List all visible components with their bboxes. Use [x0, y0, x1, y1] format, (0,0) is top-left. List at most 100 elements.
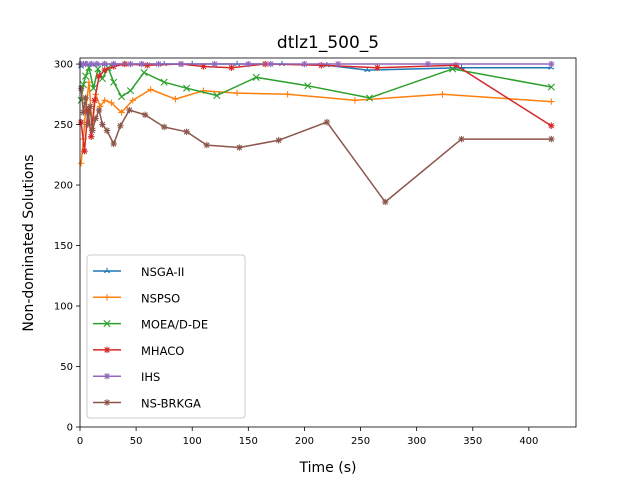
data-point [126, 106, 133, 114]
x-axis-label: Time (s) [299, 460, 357, 476]
data-point [183, 84, 191, 92]
data-point [93, 60, 101, 68]
data-point [77, 60, 85, 68]
data-point [424, 60, 432, 68]
data-point [110, 78, 118, 86]
legend-label: MOEA/D-DE [141, 318, 208, 332]
y-axis-label: Non-dominated Solutions [21, 154, 37, 331]
data-point [101, 97, 108, 104]
data-point [117, 122, 124, 129]
legend: NSGA-II NSPSO MOEA/D-DE MHACO IHS NS-BRKGA [86, 254, 246, 419]
data-point [304, 82, 312, 90]
data-point [85, 78, 93, 86]
y-axis: 0 50 100 150 200 250 300 [54, 60, 80, 434]
data-point [213, 91, 221, 100]
series-ns-brkga [77, 85, 555, 206]
legend-item: NS-BRKGA [93, 397, 201, 411]
y-tick-label: 250 [54, 120, 73, 131]
series-line [80, 88, 552, 203]
data-point [234, 60, 241, 67]
y-tick-label: 50 [60, 362, 73, 373]
plot-area-frame [79, 57, 577, 428]
data-point [547, 83, 555, 91]
y-tick-label: 200 [54, 181, 73, 192]
legend-label: MHACO [141, 344, 184, 358]
y-tick-label: 150 [54, 241, 73, 252]
data-point [233, 89, 241, 97]
data-point [147, 86, 154, 93]
legend-marker [103, 373, 111, 380]
data-point [127, 60, 134, 68]
legend-marker [103, 399, 111, 406]
data-point [267, 60, 274, 68]
series-line [80, 63, 552, 152]
data-point [382, 198, 389, 206]
data-point [95, 72, 103, 80]
data-point [141, 111, 149, 119]
x-tick-label: 50 [130, 436, 143, 447]
data-point [82, 94, 89, 102]
data-point [211, 60, 218, 68]
x-tick-label: 250 [351, 436, 370, 447]
data-point [236, 144, 243, 151]
data-point [94, 65, 102, 73]
data-point [101, 66, 108, 74]
legend-marker [103, 294, 111, 301]
legend-box [86, 254, 246, 419]
data-point [439, 91, 446, 98]
x-tick-label: 300 [407, 436, 426, 447]
legend-item: MHACO [93, 344, 184, 358]
data-point [318, 62, 325, 69]
data-point [172, 95, 179, 103]
data-point [118, 109, 125, 116]
data-point [548, 122, 555, 129]
data-point [88, 133, 95, 140]
series-line [80, 66, 552, 101]
data-point [228, 64, 235, 71]
data-point [77, 118, 85, 126]
legend-label: NS-BRKGA [141, 397, 201, 411]
data-point [84, 121, 92, 128]
data-point [548, 135, 555, 143]
data-point [110, 60, 117, 68]
data-point [89, 84, 98, 92]
data-point [458, 135, 465, 143]
data-point [88, 60, 95, 68]
legend-item: NSPSO [93, 291, 180, 305]
data-point [103, 127, 111, 134]
data-point [334, 60, 342, 68]
data-point [126, 87, 135, 95]
data-point [140, 68, 148, 77]
legend-item: MOEA/D-DE [93, 318, 208, 332]
data-point [77, 160, 85, 167]
data-point [129, 97, 136, 104]
legend-label: NSPSO [141, 291, 180, 305]
data-point [203, 141, 211, 149]
data-point [284, 91, 291, 98]
data-point [183, 128, 190, 135]
data-point [77, 85, 85, 92]
data-point [117, 93, 126, 101]
data-point [351, 97, 359, 104]
x-axis: 0 50 100 150 200 250 300 350 400 [77, 427, 538, 447]
data-point [81, 147, 88, 155]
legend-marker [103, 320, 111, 328]
data-point [89, 127, 96, 134]
data-point [452, 62, 460, 69]
data-point [101, 60, 108, 68]
y-tick-label: 0 [67, 423, 73, 434]
y-tick-label: 300 [54, 60, 73, 71]
data-point [82, 60, 89, 68]
series-line [80, 81, 552, 164]
x-tick-label: 150 [239, 436, 258, 447]
data-point [177, 60, 185, 68]
data-point [374, 64, 381, 71]
data-point [84, 106, 92, 114]
data-point [160, 123, 168, 131]
legend-marker [103, 346, 111, 354]
data-point [301, 60, 308, 68]
data-point [548, 98, 555, 105]
data-point [92, 115, 99, 122]
data-point [160, 78, 168, 86]
